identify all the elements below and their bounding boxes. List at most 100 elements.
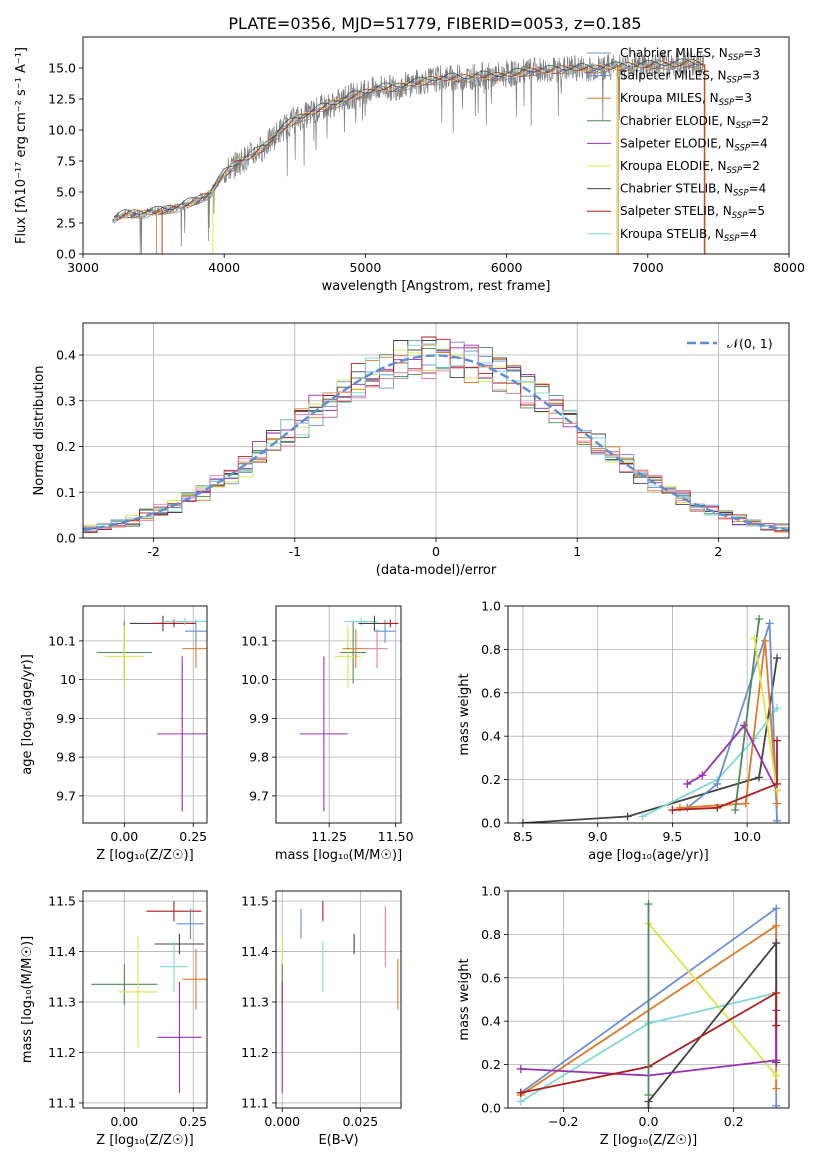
weight-point-marker <box>731 805 740 814</box>
x-tick-label: 0 <box>432 544 440 559</box>
plot-area <box>83 336 789 538</box>
y-axis-label: mass [log₁₀(M/M☉)] <box>20 936 35 1063</box>
x-tick-label: 6000 <box>491 260 523 275</box>
gaussian-curve <box>83 354 789 532</box>
y-axis-label: age [log₁₀(age/yr)] <box>20 654 35 775</box>
legend-label-main: Chabrier MILES, N <box>620 46 728 60</box>
plot-area <box>516 900 781 1108</box>
x-tick-label: 2 <box>714 544 722 559</box>
legend-label: Kroupa STELIB, NSSP=4 <box>620 227 757 244</box>
weight-series-line <box>686 723 778 791</box>
y-tick-label: 0.0 <box>481 816 501 831</box>
x-tick-label: 0.25 <box>179 1114 207 1129</box>
legend-label-sub: SSP <box>734 143 750 153</box>
legend-label-sub: SSP <box>728 53 744 63</box>
y-axis-label: Normed distribution <box>32 366 47 496</box>
y-tick-label: 1.0 <box>481 599 501 614</box>
weight-point-marker <box>638 812 647 821</box>
y-tick-label: 0.2 <box>56 439 76 454</box>
y-axis-label: Flux [fλ10⁻¹⁷ erg cm⁻² s⁻¹ A⁻¹] <box>14 47 29 244</box>
legend-label-main: Chabrier ELODIE, N <box>620 114 736 128</box>
legend-label: 𝒩(0, 1) <box>727 336 773 351</box>
y-tick-label: 0.1 <box>56 485 76 500</box>
y-tick-label: 11.3 <box>48 995 76 1010</box>
x-axis-label: Z [log₁₀(Z/Z☉)] <box>96 848 193 863</box>
panel-age_vs_weight: 8.5 9.0 9.5 10.0 0.0 0.2 0.4 0.6 0.8 1.0 age [log₁… <box>457 599 790 863</box>
y-tick-label: 10.1 <box>241 633 269 648</box>
x-tick-label: -1 <box>289 544 301 559</box>
axes-frame <box>275 890 402 1109</box>
x-axis-label: mass [log₁₀(M/M☉)] <box>275 848 402 863</box>
weight-point-marker <box>644 900 653 909</box>
y-tick-label: 0.2 <box>481 772 501 787</box>
legend-label-main: Kroupa MILES, N <box>620 91 719 105</box>
y-tick-label: 9.7 <box>56 788 76 803</box>
weight-point-marker <box>516 1097 525 1106</box>
x-tick-label: 11.25 <box>311 829 347 844</box>
weight-point-marker <box>772 1084 781 1093</box>
weight-point-marker <box>773 816 782 823</box>
weight-point-marker <box>518 819 527 823</box>
y-tick-label: 0.4 <box>481 729 501 744</box>
weight-point-marker <box>644 1090 653 1099</box>
y-axis-label: mass weight <box>457 673 472 755</box>
x-tick-label: 0.00 <box>110 1114 138 1129</box>
x-axis-label: age [log₁₀(age/yr)] <box>588 848 709 863</box>
axes-frame <box>275 605 402 824</box>
weight-point-marker <box>698 771 707 780</box>
legend-label: Chabrier ELODIE, NSSP=2 <box>620 114 769 131</box>
weight-point-marker <box>740 721 749 730</box>
legend-label: Chabrier MILES, NSSP=3 <box>620 46 761 63</box>
weight-point-marker <box>773 654 782 663</box>
axes-frame <box>82 322 790 539</box>
x-axis-label: (data-model)/error <box>376 563 497 578</box>
weight-point-marker <box>623 812 632 821</box>
y-tick-label: 9.8 <box>249 750 269 765</box>
panel-z_vs_weight: −0.2 0.0 0.2 0.0 0.2 0.4 0.6 0.8 1.0 Z [log₁₀(Z/Z… <box>457 884 790 1148</box>
x-tick-label: -2 <box>147 544 159 559</box>
legend-label: Salpeter ELODIE, NSSP=4 <box>620 136 768 153</box>
y-tick-label: 0.8 <box>481 642 501 657</box>
legend-label: Kroupa ELODIE, NSSP=2 <box>620 159 760 176</box>
legend-label-sub: SSP <box>719 98 735 108</box>
y-tick-label: 10.1 <box>48 633 76 648</box>
y-tick-label: 0.6 <box>481 970 501 985</box>
y-tick-label: 0.8 <box>481 927 501 942</box>
weight-series-line <box>647 922 777 1077</box>
legend-label-tail: =3 <box>742 69 760 83</box>
weight-point-marker <box>772 1021 781 1030</box>
plot-area <box>91 901 207 1093</box>
weight-series-line <box>520 991 778 1094</box>
legend-label-main: Salpeter MILES, N <box>620 69 727 83</box>
weight-series-line <box>522 657 778 823</box>
y-tick-label: 0.4 <box>56 348 76 363</box>
y-tick-label: 1.0 <box>481 884 501 899</box>
y-tick-label: 0.2 <box>481 1057 501 1072</box>
x-tick-label: 7000 <box>632 260 664 275</box>
weight-series-line <box>679 640 778 809</box>
weight-point-marker <box>765 619 774 628</box>
legend-label-sub: SSP <box>732 211 748 221</box>
model-spectrum-line <box>114 61 704 219</box>
panel-spectrum: 3000 4000 5000 6000 7000 8000 0.0 2.5 5.0 7.5 10.0… <box>14 36 805 294</box>
y-tick-label: 0.4 <box>481 1014 501 1029</box>
y-tick-label: 11.4 <box>48 944 76 959</box>
legend-label-sub: SSP <box>736 121 752 131</box>
y-tick-label: 11.2 <box>48 1045 76 1060</box>
y-tick-label: 11.3 <box>241 995 269 1010</box>
weight-series-line <box>753 638 778 791</box>
weight-point-marker <box>683 779 692 788</box>
axes-frame <box>507 890 790 1109</box>
x-tick-label: 11.50 <box>378 829 414 844</box>
weight-point-marker <box>772 939 781 948</box>
legend-label-tail: =2 <box>742 159 760 173</box>
y-tick-label: 0.3 <box>56 393 76 408</box>
panel-mass_vs_age: 11.25 11.50 9.7 9.8 9.9 10.0 10.1 mass [log₁₀(M… <box>241 605 414 863</box>
plot-area <box>299 615 399 812</box>
y-tick-label: 15.0 <box>48 61 76 76</box>
x-tick-label: 9.5 <box>662 829 682 844</box>
y-tick-label: 9.9 <box>249 711 269 726</box>
weight-point-marker <box>772 1071 781 1080</box>
weight-point-marker <box>772 988 781 997</box>
y-tick-label: 0.6 <box>481 685 501 700</box>
